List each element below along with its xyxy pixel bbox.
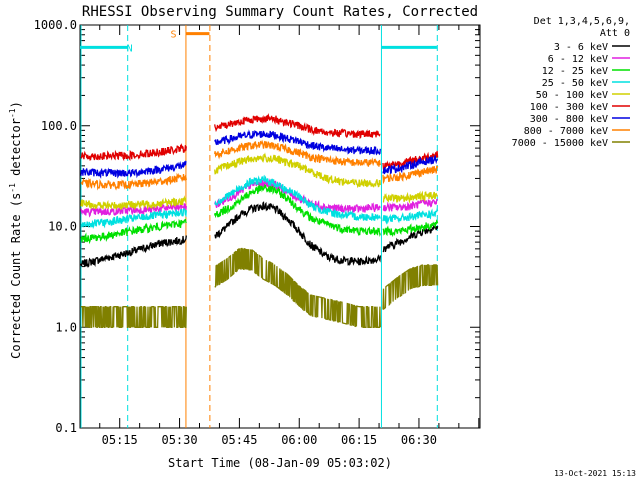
series-line-4	[214, 152, 381, 189]
legend-header: Att 0	[600, 28, 630, 39]
series-line-8	[214, 247, 381, 328]
x-tick-label: 06:15	[341, 433, 377, 447]
series-line-0	[382, 224, 439, 253]
y-tick-label: 0.1	[55, 421, 77, 435]
legend-entry-label: 7000 - 15000 keV	[512, 138, 608, 149]
series-line-7	[214, 139, 381, 167]
legend-entry-label: 50 - 100 keV	[536, 90, 608, 101]
y-axis-label-main: Corrected Count Rate (s	[9, 193, 23, 359]
series-line-3	[382, 207, 439, 225]
x-tick-label: 06:00	[281, 433, 317, 447]
series-line-2	[382, 219, 439, 238]
series-line-6	[80, 160, 187, 179]
flag-label-N: N	[127, 43, 133, 54]
y-axis-label-sup2: -1	[8, 108, 17, 118]
y-axis-label-end: )	[9, 101, 23, 108]
series-line-1	[382, 198, 438, 213]
series-line-0	[80, 235, 187, 268]
series-line-2	[214, 183, 381, 238]
series-line-4	[80, 195, 187, 211]
legend-entry-label: 3 - 6 keV	[554, 42, 608, 53]
legend-entry-label: 6 - 12 keV	[548, 54, 608, 65]
series-line-5	[214, 113, 381, 140]
y-tick-label: 1000.0	[34, 18, 77, 32]
series-line-6	[382, 155, 439, 175]
legend-entry-label: 12 - 25 keV	[542, 66, 608, 77]
series-traces	[80, 113, 439, 328]
legend-entry-label: 25 - 50 keV	[542, 78, 608, 89]
y-tick-label: 10.0	[48, 220, 77, 234]
x-axis-label: Start Time (08-Jan-09 05:03:02)	[168, 456, 392, 470]
y-tick-label: 1.0	[55, 320, 77, 334]
series-line-2	[80, 218, 187, 245]
y-axis-label-sup1: -1	[8, 183, 17, 193]
series-line-7	[80, 172, 187, 191]
legend-header: Det 1,3,4,5,6,9,	[534, 16, 630, 27]
plot-area: 1000.0 100.0 10.0 1.0 0.1 05:15 05:30 05:45 06:0…	[34, 18, 481, 447]
x-tick-label: 05:30	[161, 433, 197, 447]
series-line-5	[80, 143, 187, 162]
series-line-3	[80, 208, 187, 230]
series-line-8	[81, 306, 187, 328]
y-axis-label: Corrected Count Rate (s-1 detector-1)	[8, 101, 23, 359]
y-tick-label: 100.0	[41, 119, 77, 133]
flag-label-S: S	[171, 30, 177, 41]
series-line-7	[382, 164, 439, 185]
y-axis-label-mid: detector	[9, 118, 23, 183]
series-line-4	[382, 190, 438, 204]
series-line-3	[214, 174, 381, 221]
x-tick-label: 05:45	[221, 433, 257, 447]
series-line-5	[382, 150, 439, 171]
series-line-8	[382, 264, 439, 311]
legend-entry-label: 800 - 7000 keV	[524, 126, 608, 137]
legend-entry-label: 100 - 300 keV	[530, 102, 608, 113]
x-tick-label: 05:15	[102, 433, 138, 447]
series-line-0	[214, 201, 381, 266]
series-line-6	[214, 129, 381, 156]
footer-timestamp: 13-Oct-2021 15:13	[554, 469, 636, 478]
legend-entry-label: 300 - 800 keV	[530, 114, 608, 125]
chart-title: RHESSI Observing Summary Count Rates, Co…	[82, 4, 478, 20]
x-tick-label: 06:30	[401, 433, 437, 447]
